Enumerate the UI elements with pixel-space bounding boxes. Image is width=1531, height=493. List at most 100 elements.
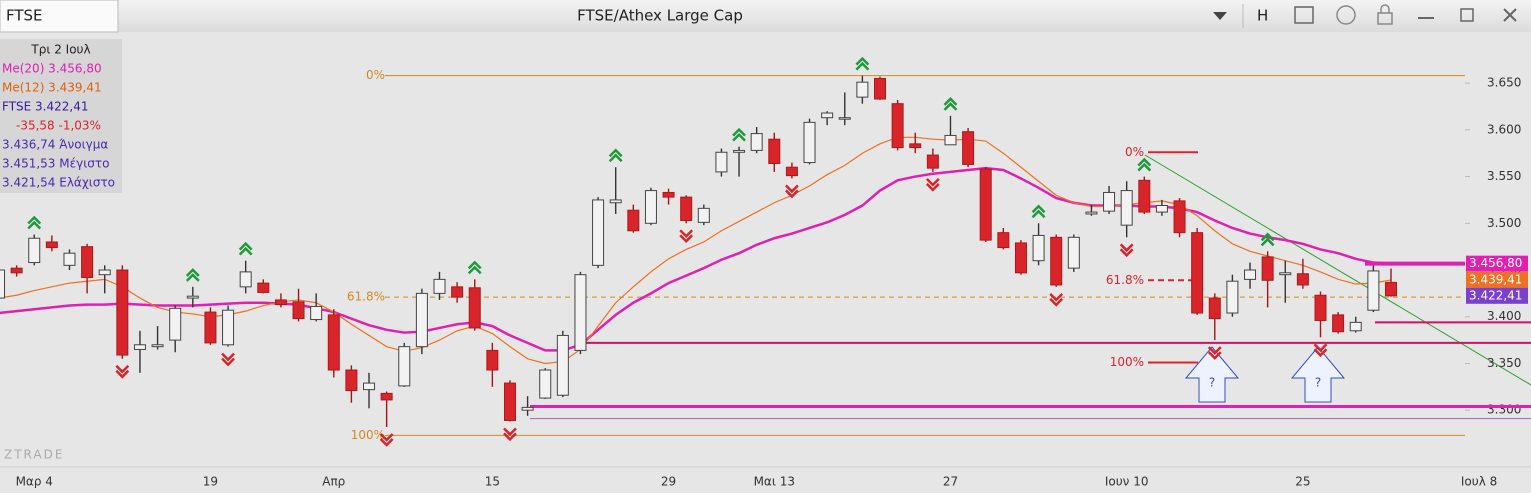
candle-body: [627, 209, 640, 232]
candle-body: [539, 369, 552, 399]
dropdown[interactable]: [1213, 12, 1227, 20]
icon-lock[interactable]: [1377, 12, 1393, 25]
y-tick-label: 3.350: [1487, 356, 1521, 370]
info-line: -35,58 -1,03%: [16, 119, 101, 133]
candle-body: [874, 77, 886, 100]
y-tick-label: 3.300: [1487, 403, 1521, 417]
fractal-up: [27, 215, 42, 230]
x-tick-label: 15: [485, 475, 500, 489]
candle-body: [98, 269, 111, 276]
candle-body: [1208, 297, 1221, 320]
candle-body: [222, 309, 235, 346]
symbol: FTSE: [6, 7, 43, 25]
candle-body: [1314, 294, 1327, 321]
candle-body: [1138, 179, 1151, 213]
candle-body: [1173, 200, 1186, 234]
last-value-box: [1466, 271, 1528, 288]
fib-label: 61.8%: [347, 290, 385, 304]
info-line: Τρι 2 Ιουλ: [30, 43, 90, 57]
candle-body: [116, 269, 129, 356]
candle-body: [750, 133, 763, 151]
candle-body: [785, 166, 798, 177]
icon-restore[interactable]: [1460, 8, 1474, 22]
candle-body: [1261, 256, 1274, 281]
symbol-box[interactable]: [0, 0, 119, 33]
fractal-up: [943, 97, 958, 111]
last-value-box: [1466, 255, 1528, 272]
candle-body: [521, 406, 534, 411]
candle-body: [169, 307, 182, 341]
candle-body: [204, 311, 217, 344]
fractal-up: [732, 127, 746, 142]
info-panel: Τρι 2 Ιουλ Me(20) 3.456,80 Me(12) 3.439,41…: [0, 39, 122, 193]
candle-body: [45, 241, 58, 249]
fractal-up: [185, 268, 200, 282]
candle-body: [574, 274, 587, 351]
candle-body: [186, 295, 199, 299]
candle-body: [926, 154, 939, 169]
candle-body: [1349, 321, 1362, 332]
fractal-down: [503, 427, 517, 442]
candle-body: [662, 191, 675, 198]
fractal-down: [1207, 346, 1222, 360]
candle-body: [768, 138, 781, 164]
candle-body: [1067, 236, 1080, 269]
button-h[interactable]: H: [1257, 7, 1268, 25]
fractal-down: [785, 184, 799, 199]
info-line: 3.421,54 Ελάχιστο: [2, 176, 115, 190]
candle-body: [0, 269, 5, 299]
x-tick-label: Ιουλ 8: [1461, 475, 1497, 489]
candle-body: [486, 349, 499, 371]
icon-lock-shackle: [1380, 4, 1390, 13]
x-tick-label: Μαρ 4: [16, 475, 53, 489]
candle-body: [715, 151, 728, 173]
fractal-down: [379, 433, 394, 447]
x-tick-label: 27: [943, 475, 958, 489]
y-tick-label: 3.400: [1487, 309, 1521, 323]
candle-body: [468, 287, 481, 329]
candle-body: [503, 382, 516, 421]
fractal-down: [115, 364, 130, 379]
candle-body: [1191, 232, 1204, 314]
icon-quote[interactable]: [1336, 5, 1356, 25]
candle-body: [239, 271, 252, 288]
x-tick-label: 29: [661, 475, 676, 489]
candle-body: [609, 199, 622, 204]
fractal-up: [608, 148, 623, 163]
fractal-up: [855, 56, 870, 71]
candle-body: [327, 314, 340, 371]
x-tick-label: Μαι 13: [754, 475, 795, 489]
trendline: [1144, 154, 1531, 386]
fractal-up: [1260, 232, 1275, 247]
candle-body: [63, 252, 76, 266]
candle-body: [345, 369, 358, 392]
fractal-down: [221, 352, 235, 367]
candle-body: [838, 117, 851, 120]
annotation: ?: [1209, 376, 1215, 390]
candle-body: [944, 134, 957, 146]
candle-body: [1120, 190, 1133, 226]
candle-body: [1155, 205, 1168, 213]
info-line: 3.451,53 Μέγιστο: [2, 157, 109, 171]
candle-body: [997, 232, 1010, 249]
candle-body: [733, 149, 746, 153]
fib-label: 100%: [1110, 355, 1144, 369]
info-line: FTSE 3.422,41: [2, 100, 88, 114]
candle-body: [556, 334, 569, 396]
fractal-down: [1119, 243, 1134, 258]
candle-body: [28, 237, 41, 264]
candle-body: [1050, 236, 1063, 286]
fib-label: 0%: [1125, 145, 1144, 159]
candle-body: [81, 246, 94, 278]
info-panel-bg: [0, 39, 122, 193]
candle-body: [1244, 269, 1257, 280]
candle-body: [257, 282, 270, 293]
fib-label: 100%: [351, 428, 385, 442]
icon-close[interactable]: [1503, 8, 1517, 22]
candle-body: [133, 344, 146, 350]
y-tick-label: 3.550: [1487, 169, 1521, 183]
candle-body: [310, 305, 323, 321]
candle-body: [979, 168, 992, 241]
icon-window[interactable]: [1294, 6, 1314, 24]
annotation-arrow: [1184, 346, 1346, 403]
